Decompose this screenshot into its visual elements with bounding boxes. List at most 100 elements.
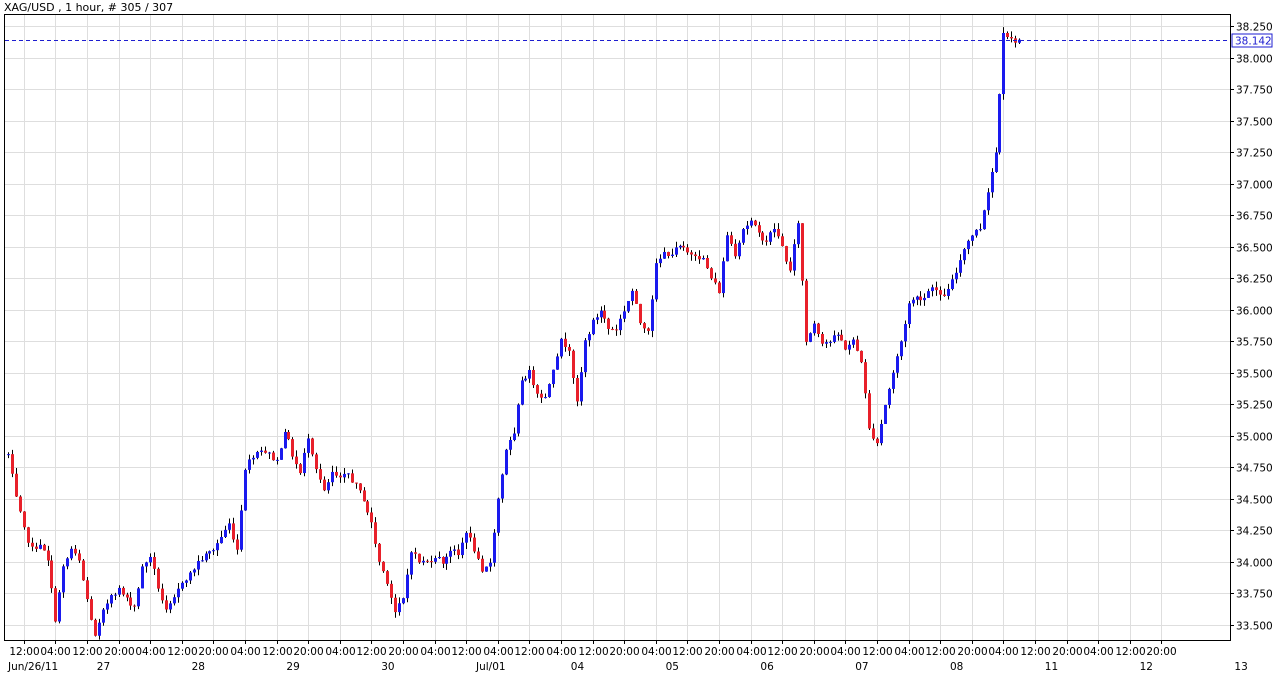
candle bbox=[228, 518, 231, 534]
candle bbox=[94, 618, 97, 637]
candle-body-up bbox=[548, 384, 551, 398]
candle bbox=[995, 147, 998, 173]
candle-body-up bbox=[967, 240, 970, 250]
candle bbox=[698, 250, 701, 264]
candle bbox=[438, 551, 441, 559]
candle bbox=[931, 284, 934, 297]
candle-body-down bbox=[919, 296, 922, 301]
candle-body-down bbox=[122, 587, 125, 595]
candle bbox=[1014, 35, 1017, 48]
candle-body-down bbox=[635, 290, 638, 304]
candle bbox=[386, 570, 389, 586]
candle bbox=[161, 583, 164, 604]
candle bbox=[129, 591, 132, 610]
candle bbox=[398, 597, 401, 616]
candle-body-down bbox=[532, 369, 535, 386]
candle-body-down bbox=[382, 561, 385, 572]
candle-body-down bbox=[378, 543, 381, 562]
x-time-label: 04:00 bbox=[1083, 646, 1113, 658]
candle bbox=[765, 235, 768, 246]
candle bbox=[809, 332, 812, 343]
candle bbox=[738, 240, 741, 260]
candle-body-up bbox=[193, 569, 196, 573]
candle-body-up bbox=[596, 317, 599, 320]
candle-body-up bbox=[406, 574, 409, 599]
candle-body-up bbox=[201, 560, 204, 562]
candle bbox=[884, 404, 887, 425]
candle-body-down bbox=[647, 328, 650, 331]
candle-body-up bbox=[521, 380, 524, 405]
candle-body-down bbox=[801, 223, 804, 281]
candle bbox=[31, 537, 34, 552]
candle-body-up bbox=[848, 344, 851, 350]
candle-body-up bbox=[580, 372, 583, 402]
candle bbox=[927, 288, 930, 298]
last-price-box bbox=[1231, 33, 1273, 48]
candle bbox=[406, 568, 409, 603]
candle-body-up bbox=[631, 290, 634, 301]
candle-body-up bbox=[837, 334, 840, 336]
candle-body-down bbox=[734, 243, 737, 257]
x-time-label: 12:00 bbox=[925, 646, 955, 658]
candle bbox=[892, 370, 895, 394]
candle bbox=[47, 545, 50, 566]
x-date-label: 27 bbox=[97, 661, 110, 673]
x-date-label: 08 bbox=[950, 661, 963, 673]
candle-body-down bbox=[165, 600, 168, 610]
x-axis: 12:00 04:00 12:00 20:00 04:00 12:00 20:00 04:00… bbox=[7, 640, 1248, 673]
candle bbox=[173, 594, 176, 606]
candle-body-down bbox=[603, 310, 606, 319]
candle-body-down bbox=[27, 527, 30, 543]
candle-body-up bbox=[62, 566, 65, 593]
candle bbox=[734, 239, 737, 259]
candle bbox=[971, 234, 974, 246]
candle bbox=[137, 587, 140, 610]
candle-body-up bbox=[750, 220, 753, 226]
candle bbox=[359, 483, 362, 494]
candle bbox=[675, 241, 678, 257]
candle-body-up bbox=[983, 210, 986, 230]
candle-body-down bbox=[698, 256, 701, 260]
candle-body-up bbox=[137, 588, 140, 607]
x-time-label: 04:00 bbox=[830, 646, 860, 658]
candle bbox=[548, 383, 551, 398]
candle bbox=[268, 451, 271, 460]
candle bbox=[896, 353, 899, 378]
candle bbox=[208, 550, 211, 559]
candle bbox=[979, 223, 982, 232]
candle bbox=[284, 428, 287, 449]
candle bbox=[860, 350, 863, 364]
candle-body-down bbox=[47, 550, 50, 561]
candle bbox=[821, 331, 824, 347]
candle bbox=[785, 245, 788, 265]
candle bbox=[382, 561, 385, 573]
candle bbox=[607, 317, 610, 335]
candle bbox=[592, 317, 595, 336]
candle-body-down bbox=[319, 469, 322, 480]
candle bbox=[572, 349, 575, 384]
candle bbox=[959, 254, 962, 277]
candle bbox=[568, 344, 571, 357]
candle bbox=[493, 529, 496, 567]
x-time-label: 12:00 bbox=[72, 646, 102, 658]
candle-body-up bbox=[955, 272, 958, 280]
candle bbox=[584, 338, 587, 378]
candle bbox=[694, 251, 697, 261]
y-tick-label: 37.250 bbox=[1236, 148, 1273, 160]
candle bbox=[299, 463, 302, 475]
candle-body-up bbox=[528, 369, 531, 379]
candle-body-up bbox=[588, 334, 591, 341]
x-time-label: 04:00 bbox=[894, 646, 924, 658]
candle-body-down bbox=[710, 268, 713, 279]
y-tick-label: 33.500 bbox=[1236, 621, 1273, 633]
candle bbox=[611, 326, 614, 331]
x-time-label: 12:00 bbox=[451, 646, 481, 658]
candle bbox=[469, 526, 472, 542]
x-time-label: 20:00 bbox=[104, 646, 134, 658]
candle-body-up bbox=[904, 324, 907, 342]
candle bbox=[232, 517, 235, 543]
candle bbox=[588, 331, 591, 347]
candle-body-up bbox=[434, 558, 437, 562]
candle bbox=[461, 537, 464, 559]
